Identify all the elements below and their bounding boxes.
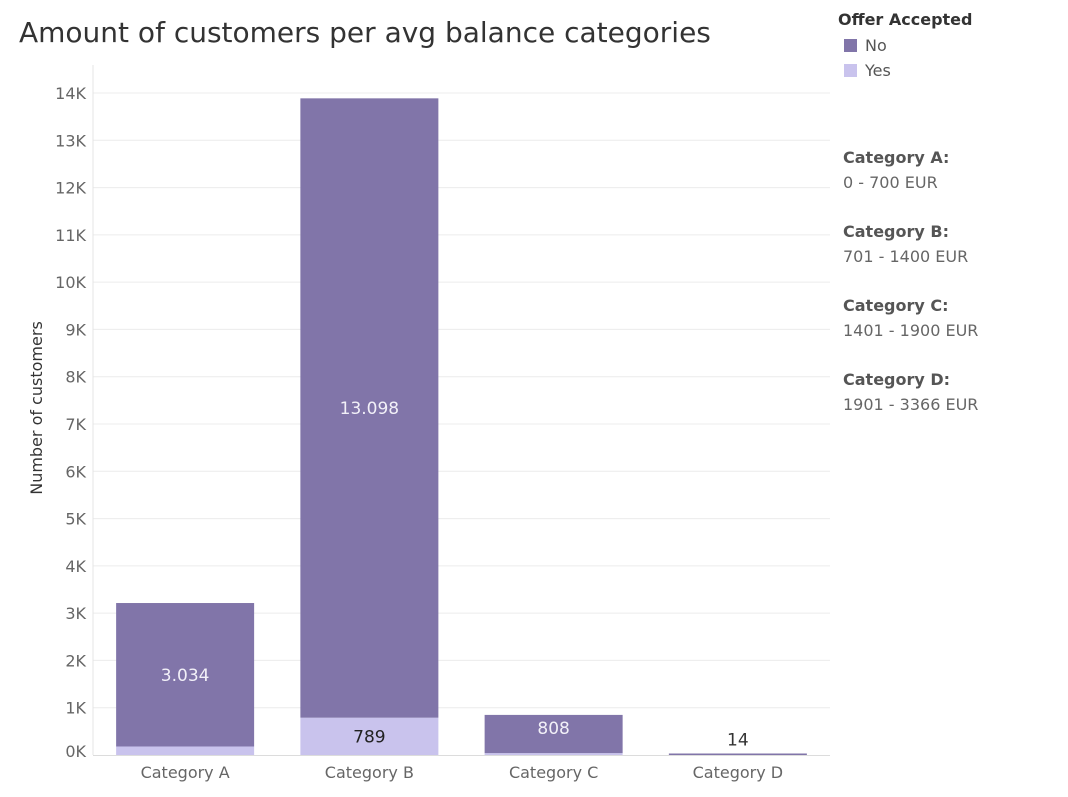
y-tick-label: 6K [65,462,86,481]
note-range: 701 - 1400 EUR [843,247,969,266]
note-range: 1401 - 1900 EUR [843,321,979,340]
y-tick-label: 8K [65,368,86,387]
bar-no-3[interactable] [484,714,623,754]
bar-yes-2[interactable] [300,717,439,755]
data-label: 3.034 [161,666,210,686]
y-tick-label: 3K [65,604,86,623]
legend-item-no[interactable]: No [838,33,972,58]
category-notes: Category A: 0 - 700 EUR Category B: 701 … [843,145,978,441]
note-head: Category C: [843,296,949,315]
x-tick-label: Category B [325,763,414,782]
legend-label-no: No [865,36,887,55]
bar-no-4[interactable] [668,753,807,756]
legend-swatch-no [844,39,857,52]
legend: Offer Accepted No Yes [838,10,972,83]
y-tick-label: 12K [55,179,86,198]
data-label: 808 [537,719,569,739]
y-axis: 0K 1K 2K 3K 4K 5K 6K 7K 8K 9K 10K 11K 12K 13K 14K [55,84,86,761]
x-axis: Category A Category B Category C Category D [141,763,784,782]
bar-yes-1[interactable] [116,746,255,755]
note-category-d: Category D: 1901 - 3366 EUR [843,367,978,417]
note-head: Category A: [843,148,950,167]
data-labels: 3.034 789 13.098 808 14 [161,399,749,750]
bars [116,98,807,755]
legend-title: Offer Accepted [838,10,973,29]
legend-label-yes: Yes [865,61,891,80]
y-tick-label: 4K [65,557,86,576]
data-label: 14 [727,731,749,751]
y-tick-label: 1K [65,699,86,718]
x-tick-label: Category A [141,763,230,782]
bar-no-1[interactable] [116,603,255,747]
y-tick-label: 9K [65,320,86,339]
y-tick-label: 0K [65,742,86,761]
y-tick-label: 13K [55,131,86,150]
legend-swatch-yes [844,64,857,77]
y-tick-label: 7K [65,415,86,434]
y-axis-label: Number of customers [27,321,46,495]
y-tick-label: 2K [65,651,86,670]
note-head: Category B: [843,222,949,241]
y-tick-label: 14K [55,84,86,103]
note-category-b: Category B: 701 - 1400 EUR [843,219,978,269]
note-head: Category D: [843,370,951,389]
x-tick-label: Category D [693,763,784,782]
bar-no-2[interactable] [300,98,439,718]
data-label: 789 [353,727,385,747]
note-category-c: Category C: 1401 - 1900 EUR [843,293,978,343]
y-tick-label: 10K [55,273,86,292]
data-label: 13.098 [340,399,399,419]
note-range: 0 - 700 EUR [843,173,938,192]
note-range: 1901 - 3366 EUR [843,395,979,414]
x-tick-label: Category C [509,763,598,782]
y-tick-label: 11K [55,226,86,245]
note-category-a: Category A: 0 - 700 EUR [843,145,978,195]
bar-yes-3[interactable] [484,753,623,755]
chart-title: Amount of customers per avg balance cate… [19,16,711,49]
y-tick-label: 5K [65,510,86,529]
legend-item-yes[interactable]: Yes [838,58,972,83]
